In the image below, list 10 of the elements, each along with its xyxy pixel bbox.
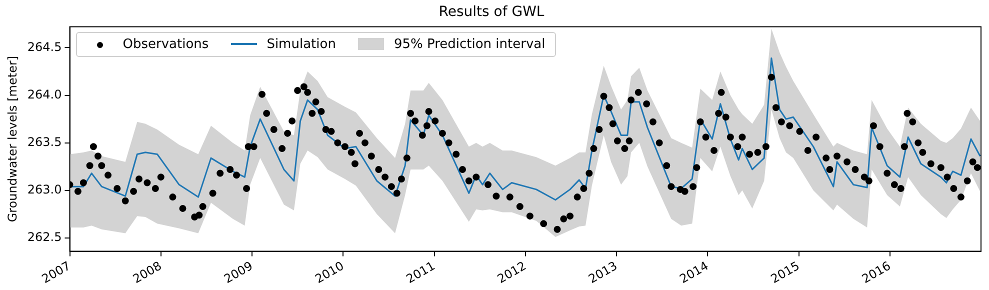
legend-label: Simulation	[266, 36, 336, 52]
y-tick-label: 263.0	[27, 182, 62, 197]
chart-title: Results of GWL	[438, 4, 544, 20]
legend-label: Observations	[122, 36, 209, 52]
y-tick-label: 264.0	[27, 87, 62, 102]
y-axis-title: Groundwater levels [meter]	[5, 56, 20, 222]
legend-label: 95% Prediction interval	[394, 36, 546, 52]
y-tick-label: 262.5	[27, 230, 62, 244]
y-tick-label: 263.5	[27, 134, 62, 149]
y-tick-label: 264.5	[27, 40, 62, 54]
